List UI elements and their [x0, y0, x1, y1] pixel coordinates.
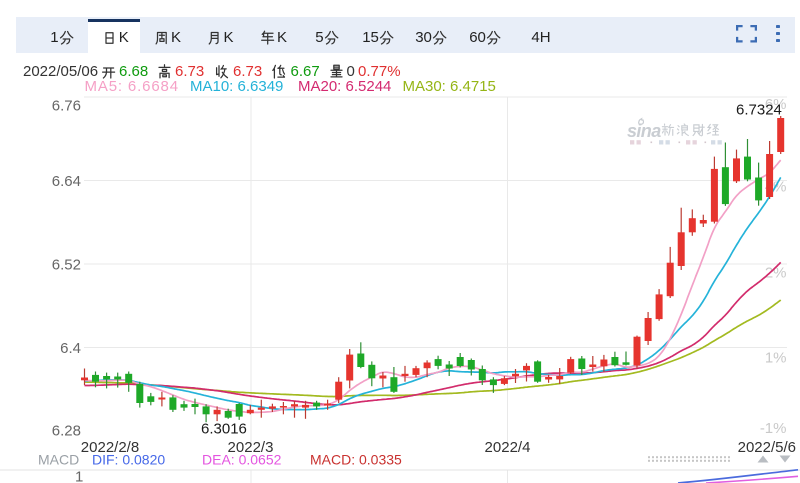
svg-text:1%: 1% [765, 349, 787, 366]
svg-text:6%: 6% [765, 96, 787, 113]
svg-text:2022/2/8: 2022/2/8 [81, 439, 139, 456]
svg-text:6.7324: 6.7324 [736, 101, 782, 118]
svg-text:MACD: 0.0335: MACD: 0.0335 [310, 451, 402, 467]
svg-text:MACD: MACD [38, 451, 79, 467]
svg-text:2022/4: 2022/4 [485, 439, 531, 456]
svg-text:2022/5/6: 2022/5/6 [738, 439, 796, 456]
svg-text:2022/3: 2022/3 [228, 439, 274, 456]
svg-text:DIF: 0.0820: DIF: 0.0820 [92, 451, 165, 467]
svg-text:6.64: 6.64 [52, 173, 81, 190]
svg-text:6.76: 6.76 [52, 98, 81, 115]
svg-text:6.4: 6.4 [60, 340, 81, 357]
svg-text:1: 1 [75, 469, 83, 483]
svg-text:sina: sina [627, 121, 661, 141]
svg-text:6.52: 6.52 [52, 256, 81, 273]
svg-text:2%: 2% [765, 264, 787, 281]
svg-text:6.28: 6.28 [52, 422, 81, 439]
svg-text:6.3016: 6.3016 [201, 421, 247, 438]
svg-text:-1%: -1% [760, 420, 787, 437]
svg-text:DEA: 0.0652: DEA: 0.0652 [202, 451, 282, 467]
